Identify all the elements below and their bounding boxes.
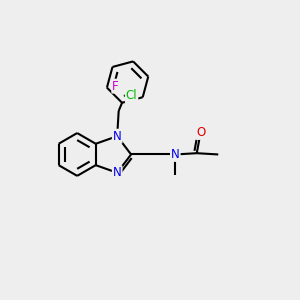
Text: O: O (196, 126, 205, 139)
Text: F: F (112, 80, 119, 93)
Text: N: N (171, 148, 180, 161)
Text: N: N (113, 130, 122, 143)
Text: Cl: Cl (126, 89, 137, 102)
Text: N: N (113, 166, 122, 179)
